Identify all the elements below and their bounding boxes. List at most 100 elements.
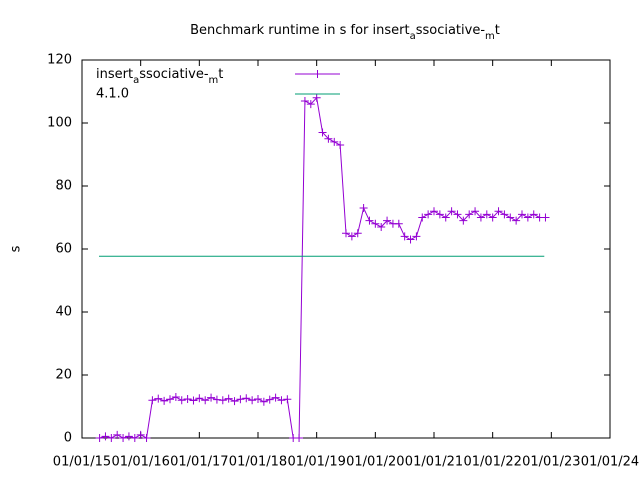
point-marker — [248, 396, 257, 405]
point-marker — [365, 216, 374, 225]
point-marker — [183, 394, 192, 403]
point-marker — [166, 395, 174, 404]
point-marker — [453, 210, 462, 219]
legend-label-part: m — [209, 75, 219, 86]
point-marker — [435, 210, 444, 219]
point-marker — [459, 216, 468, 225]
point-marker — [529, 210, 538, 219]
series-line — [99, 96, 546, 439]
chart-title-part: ssociative- — [416, 23, 486, 38]
point-marker — [353, 229, 362, 238]
x-tick-label: 01/01/23 — [522, 455, 580, 470]
point-marker — [400, 232, 409, 241]
point-marker — [242, 394, 251, 403]
legend-label-part: t — [218, 67, 223, 82]
point-marker — [476, 213, 485, 222]
point-marker — [406, 235, 415, 244]
point-marker — [265, 395, 274, 404]
x-tick-label: 01/01/21 — [405, 455, 463, 470]
y-tick-label: 20 — [55, 368, 72, 383]
x-tick-label: 01/01/20 — [346, 455, 404, 470]
point-marker — [541, 213, 550, 222]
point-marker — [500, 210, 509, 219]
point-marker — [506, 213, 515, 222]
point-marker — [494, 207, 503, 216]
point-marker — [488, 213, 497, 222]
chart-title-part: m — [485, 31, 495, 42]
point-marker — [95, 434, 104, 442]
point-marker — [465, 210, 474, 219]
point-marker — [259, 397, 268, 406]
point-marker — [518, 210, 526, 219]
point-marker — [430, 207, 438, 216]
point-marker — [148, 396, 157, 405]
point-marker — [336, 141, 345, 150]
point-marker — [177, 396, 186, 405]
legend-label-part: ssociative- — [139, 67, 209, 82]
point-marker — [130, 434, 139, 442]
y-tick-label: 60 — [55, 242, 72, 257]
point-marker — [142, 434, 151, 442]
point-marker — [412, 232, 421, 241]
point-marker — [342, 229, 350, 238]
point-marker — [377, 222, 386, 231]
point-marker — [394, 219, 403, 228]
point-marker — [195, 394, 204, 403]
point-marker — [283, 395, 292, 404]
point-marker — [441, 213, 450, 222]
point-marker — [512, 216, 521, 225]
point-marker — [101, 432, 110, 441]
point-marker — [224, 394, 233, 403]
x-tick-label: 01/01/19 — [287, 455, 345, 470]
x-tick-label: 01/01/16 — [111, 455, 169, 470]
point-marker — [330, 137, 339, 146]
legend-label-part: a — [133, 75, 139, 86]
point-marker — [277, 396, 286, 405]
legend-label: insertassociative-mt — [96, 67, 223, 86]
point-marker — [324, 134, 333, 143]
point-marker — [201, 396, 210, 405]
y-axis-label: s — [9, 245, 24, 252]
point-marker — [371, 219, 380, 228]
point-marker — [230, 397, 239, 406]
legend-marker — [313, 70, 322, 78]
point-marker — [383, 216, 392, 225]
point-marker — [523, 213, 532, 222]
point-marker — [119, 434, 128, 442]
point-marker — [306, 100, 315, 109]
y-tick-label: 80 — [55, 179, 72, 194]
legend-label-part: insert — [96, 67, 133, 82]
point-marker — [124, 432, 133, 441]
x-tick-label: 01/01/18 — [229, 455, 287, 470]
point-marker — [295, 434, 304, 442]
chart-title-part: t — [495, 23, 500, 38]
point-marker — [312, 93, 321, 102]
point-marker — [482, 210, 491, 219]
point-marker — [447, 207, 456, 216]
point-marker — [424, 210, 433, 219]
point-marker — [154, 394, 163, 403]
chart-title-part: a — [410, 31, 416, 42]
legend-label: 4.1.0 — [96, 87, 129, 102]
y-tick-label: 40 — [55, 305, 72, 320]
point-marker — [218, 396, 227, 405]
point-marker — [300, 96, 309, 105]
x-tick-label: 01/01/15 — [53, 455, 111, 470]
chart-title-part: Benchmark runtime in s for insert — [190, 23, 409, 38]
point-marker — [207, 393, 216, 402]
point-marker — [236, 395, 245, 404]
point-marker — [254, 394, 262, 403]
x-tick-label: 01/01/17 — [170, 455, 228, 470]
point-marker — [318, 128, 327, 137]
y-tick-label: 120 — [47, 53, 72, 68]
point-marker — [171, 393, 180, 402]
point-marker — [471, 207, 480, 216]
point-marker — [418, 213, 427, 222]
y-tick-label: 100 — [47, 116, 72, 131]
point-marker — [359, 204, 368, 213]
point-marker — [113, 430, 122, 439]
plot-frame — [81, 59, 611, 439]
point-marker — [189, 396, 198, 405]
x-tick-label: 01/01/24 — [581, 455, 639, 470]
